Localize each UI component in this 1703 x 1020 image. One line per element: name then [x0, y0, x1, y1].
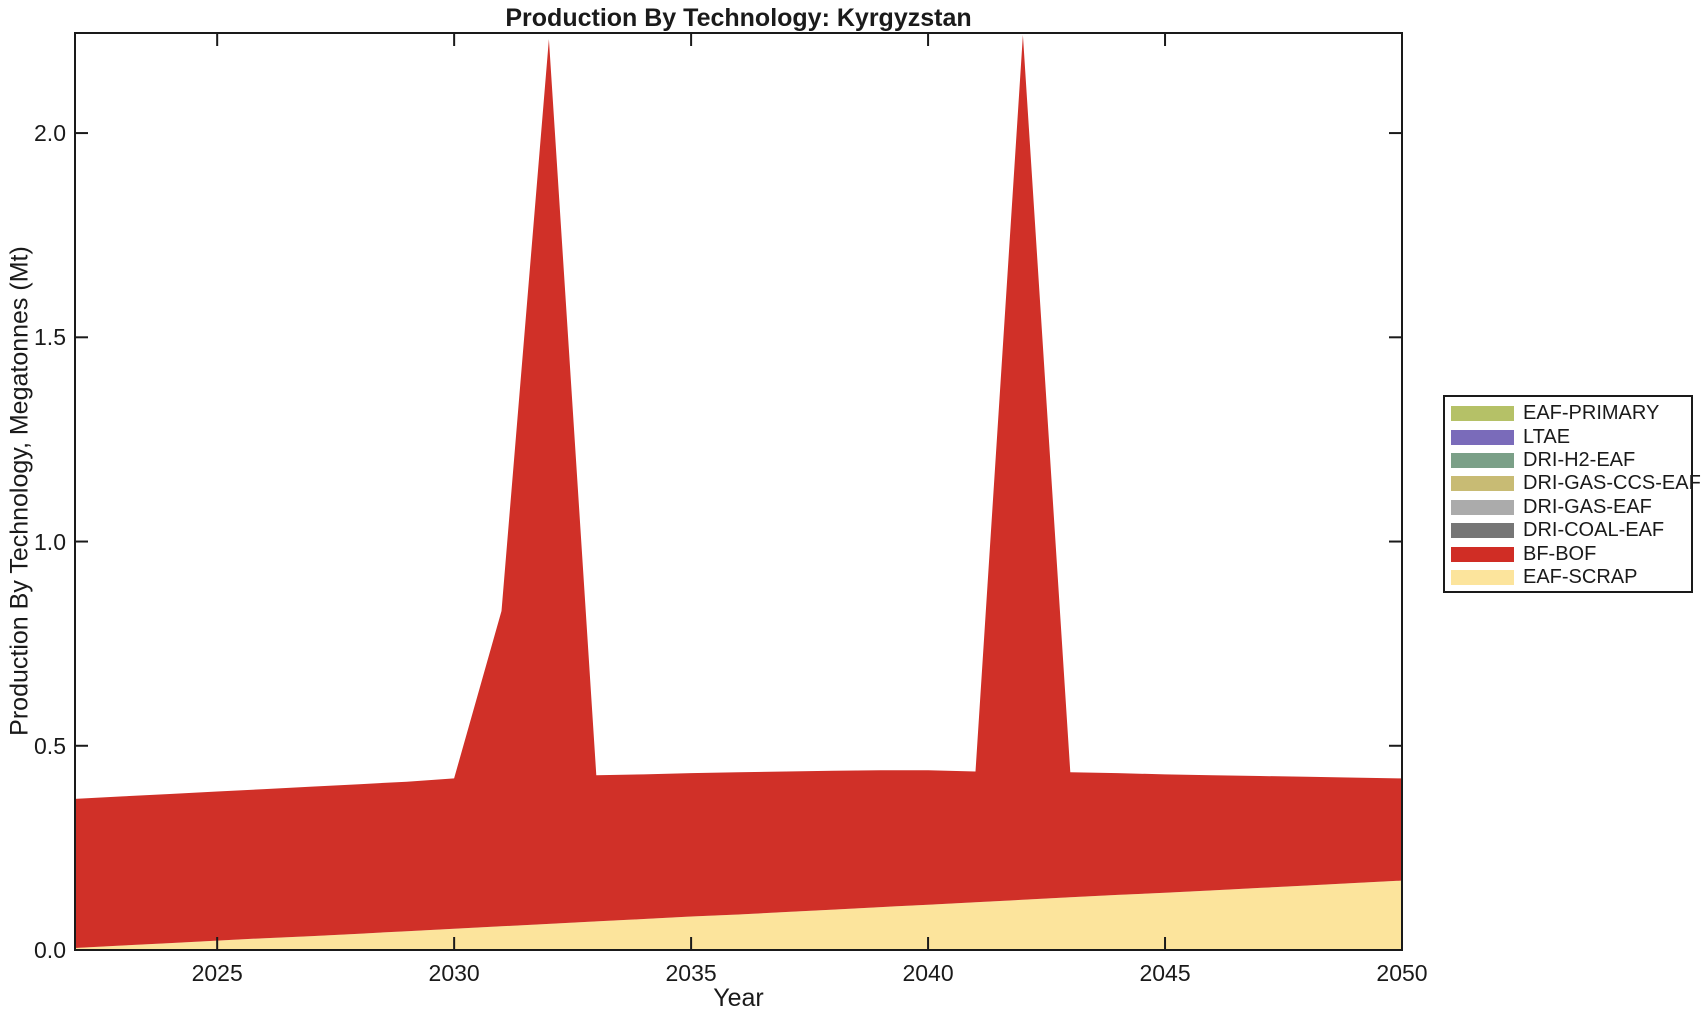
axes-box [74, 32, 1403, 951]
legend-item-dri-gas-ccs-eaf: DRI-GAS-CCS-EAF [1445, 472, 1701, 495]
x-tick-label-2025: 2025 [191, 960, 243, 986]
legend-label: BF-BOF [1523, 542, 1597, 565]
legend-swatch-eaf-primary [1451, 406, 1514, 422]
area-series-eaf-scrap [75, 880, 1402, 950]
y-tick-label-1.5: 1.5 [34, 324, 66, 351]
y-tick-label-1.0: 1.0 [34, 528, 66, 555]
legend-label: EAF-SCRAP [1523, 565, 1638, 588]
area-series-dri-coal-eaf [75, 35, 1402, 799]
legend-item-eaf-scrap: EAF-SCRAP [1445, 566, 1691, 589]
y-tick-label-0.5: 0.5 [34, 732, 66, 759]
legend-label: DRI-GAS-CCS-EAF [1523, 472, 1701, 495]
legend-label: DRI-GAS-EAF [1523, 495, 1652, 518]
legend-label: DRI-H2-EAF [1523, 448, 1636, 471]
area-series-dri-gas-eaf [75, 35, 1402, 799]
legend-label: DRI-COAL-EAF [1523, 519, 1665, 542]
legend-swatch-ltae [1451, 429, 1514, 445]
legend-item-ltae: LTAE [1445, 425, 1691, 448]
y-tick-label-2.0: 2.0 [34, 120, 66, 147]
legend-item-dri-h2-eaf: DRI-H2-EAF [1445, 449, 1691, 472]
area-series-bf-bof [75, 35, 1402, 948]
legend-swatch-bf-bof [1451, 546, 1514, 562]
x-tick-label-2045: 2045 [1139, 960, 1191, 986]
x-tick-label-2035: 2035 [665, 960, 717, 986]
chart-title: Production By Technology: Kyrgyzstan [505, 4, 972, 32]
x-tick-label-2050: 2050 [1376, 960, 1428, 986]
legend-swatch-dri-h2-eaf [1451, 452, 1514, 468]
x-tick-label-2040: 2040 [902, 960, 954, 986]
y-tick-label-0.0: 0.0 [34, 937, 66, 963]
legend-item-dri-gas-eaf: DRI-GAS-EAF [1445, 496, 1691, 519]
legend-item-dri-coal-eaf: DRI-COAL-EAF [1445, 519, 1691, 542]
x-axis-label: Year [713, 984, 764, 1012]
legend-swatch-eaf-scrap [1451, 569, 1514, 585]
legend-item-eaf-primary: EAF-PRIMARY [1445, 402, 1691, 425]
area-series-dri-gas-ccs-eaf [75, 35, 1402, 799]
legend-label: LTAE [1523, 425, 1571, 448]
x-tick-label-2030: 2030 [428, 960, 480, 986]
legend-item-bf-bof: BF-BOF [1445, 542, 1691, 565]
y-axis-label: Production By Technology, Megatonnes (Mt… [5, 246, 34, 736]
legend-label: EAF-PRIMARY [1523, 402, 1660, 425]
legend-swatch-dri-gas-eaf [1451, 499, 1514, 515]
area-series-ltae [75, 35, 1402, 799]
legend: EAF-PRIMARY LTAE DRI-H2-EAF DRI-GAS-CCS-EAF… [1443, 395, 1701, 593]
legend-swatch-dri-gas-ccs-eaf [1451, 476, 1514, 492]
area-series-eaf-primary [75, 35, 1402, 799]
area-series-dri-h2-eaf [75, 35, 1402, 799]
legend-swatch-dri-coal-eaf [1451, 523, 1514, 539]
